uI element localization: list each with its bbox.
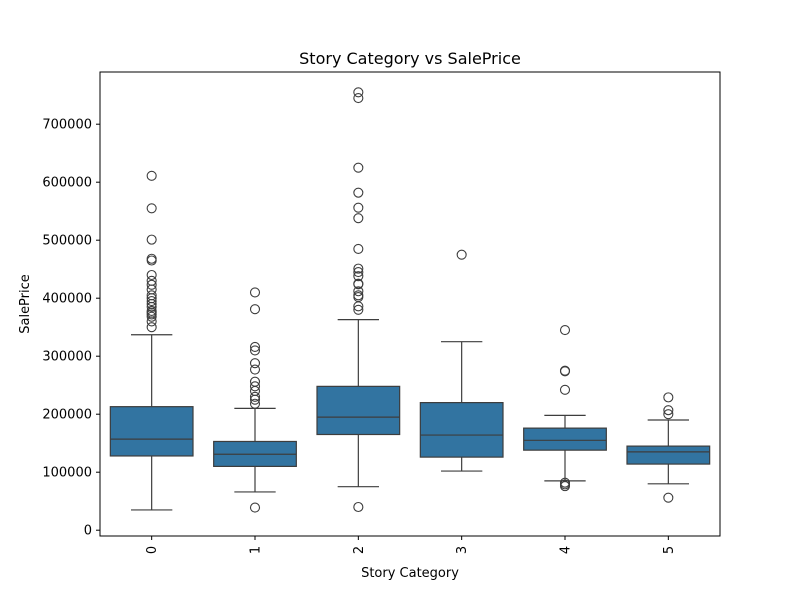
- box-group-1: [213, 287, 297, 513]
- outlier-point: [353, 501, 364, 513]
- x-axis-label: Story Category: [361, 566, 459, 581]
- outlier-point: [146, 269, 157, 281]
- outlier-point: [663, 409, 674, 420]
- outlier-point: [353, 243, 364, 254]
- outlier-point: [146, 311, 157, 322]
- iqr-box: [316, 385, 401, 436]
- outlier-point: [146, 305, 157, 317]
- outlier-point: [146, 203, 157, 214]
- x-axis: 0 1 2 3 4 5: [145, 536, 677, 554]
- outlier-point: [353, 202, 364, 213]
- outlier-point: [146, 296, 157, 307]
- outlier-point: [249, 304, 261, 315]
- y-tick-label: 200000: [42, 408, 92, 423]
- x-tick-label: 5: [662, 546, 677, 554]
- iqr-box: [523, 427, 607, 451]
- outlier-point: [249, 502, 261, 513]
- outlier-point: [353, 187, 364, 198]
- box-group-3: [419, 249, 504, 472]
- outlier-point: [249, 358, 261, 369]
- outlier-point: [559, 365, 571, 376]
- outlier-point: [249, 287, 261, 298]
- outlier-point: [249, 391, 261, 402]
- outlier-point: [146, 279, 157, 290]
- x-tick-label: 0: [145, 546, 160, 554]
- y-axis: 0 100000 200000 300000 400000 500000 600000 700…: [42, 118, 100, 539]
- outlier-point: [353, 267, 364, 278]
- outlier-point: [249, 398, 261, 409]
- outlier-point: [146, 170, 157, 181]
- box-group-5: [626, 392, 711, 503]
- outlier-point: [663, 492, 674, 503]
- plot-area: [109, 87, 711, 513]
- axes-frame: [99, 71, 721, 537]
- outlier-point: [663, 405, 674, 416]
- box-group-2: [316, 87, 401, 513]
- chart-title: Story Category vs SalePrice: [299, 49, 521, 68]
- x-tick-label: 1: [249, 546, 264, 554]
- outlier-point: [353, 93, 364, 104]
- outlier-point: [353, 87, 364, 98]
- box-group-4: [523, 325, 607, 492]
- iqr-box: [626, 445, 711, 465]
- outlier-point: [146, 322, 157, 333]
- outlier-point: [663, 392, 674, 403]
- outlier-point: [249, 364, 261, 375]
- y-tick-label: 300000: [42, 350, 92, 365]
- y-tick-label: 600000: [42, 176, 92, 191]
- outlier-point: [353, 286, 364, 297]
- x-tick-label: 4: [559, 546, 574, 554]
- outlier-point: [353, 263, 364, 274]
- y-tick-label: 100000: [42, 466, 92, 481]
- outlier-point: [456, 249, 467, 260]
- outlier-point: [249, 345, 261, 356]
- outlier-point: [249, 381, 261, 392]
- y-tick-label: 400000: [42, 292, 92, 307]
- iqr-box: [419, 402, 504, 458]
- outlier-point: [353, 290, 364, 301]
- y-tick-label: 500000: [42, 234, 92, 249]
- outlier-point: [146, 253, 157, 264]
- outlier-point: [353, 213, 364, 224]
- x-tick-label: 3: [455, 546, 470, 554]
- outlier-point: [249, 341, 261, 352]
- outlier-point: [353, 271, 364, 282]
- outlier-point: [146, 234, 157, 245]
- y-tick-label: 700000: [42, 118, 92, 133]
- outlier-point: [353, 162, 364, 173]
- x-tick-label: 2: [352, 546, 367, 554]
- outlier-point: [353, 304, 364, 315]
- iqr-box: [109, 406, 194, 457]
- y-axis-label: SalePrice: [18, 274, 33, 334]
- outlier-point: [559, 325, 571, 336]
- outlier-point: [559, 384, 571, 395]
- outlier-point: [146, 275, 157, 286]
- outlier-point: [353, 278, 364, 289]
- outlier-point: [249, 376, 261, 387]
- outlier-point: [146, 290, 157, 301]
- y-tick-label: 0: [84, 524, 92, 539]
- outlier-point: [559, 477, 571, 488]
- box-group-0: [109, 170, 194, 511]
